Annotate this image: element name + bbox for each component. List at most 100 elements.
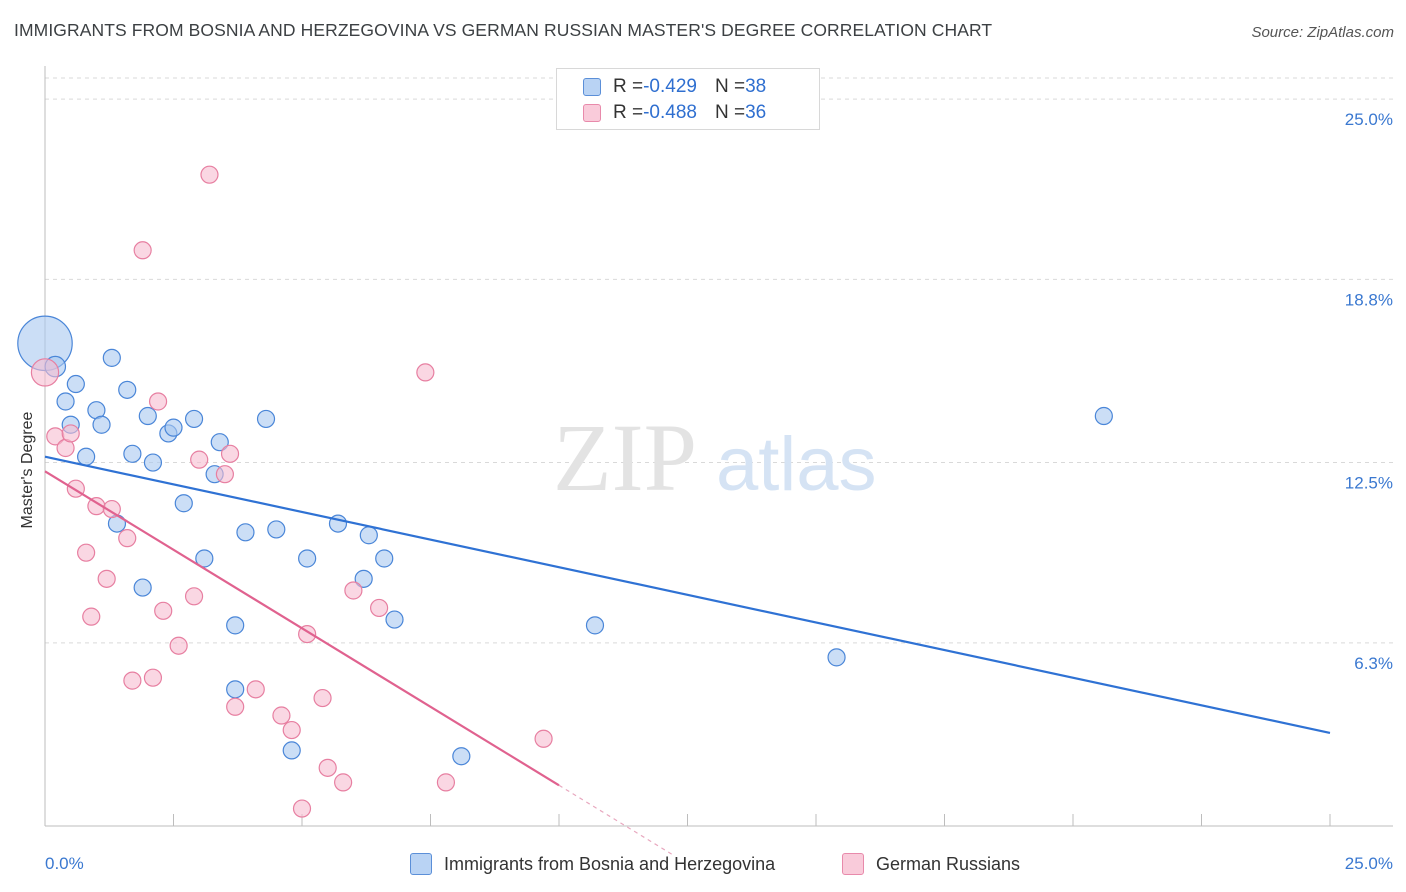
point-german-russian [246, 680, 265, 699]
point-bosnia [585, 616, 605, 635]
point-german-russian [334, 773, 353, 792]
point-german-russian [272, 706, 291, 725]
point-bosnia [174, 494, 193, 513]
point-german-russian [313, 688, 332, 708]
legend-r-label: R = [613, 76, 644, 97]
point-german-russian [148, 392, 168, 411]
point-german-russian [118, 529, 137, 548]
point-german-russian [534, 729, 553, 748]
point-german-russian [190, 450, 209, 469]
bottom-legend-bosnia: Immigrants from Bosnia and Herzegovina [410, 852, 775, 876]
point-bosnia [56, 392, 75, 411]
y-tick-label: 6.3% [1354, 654, 1393, 673]
gridlines [45, 77, 1393, 644]
point-german-russian [215, 465, 234, 484]
axes [44, 66, 1393, 827]
legend-r-value: -0.488 [643, 102, 697, 123]
point-german-russian [416, 363, 435, 382]
point-german-russian [220, 444, 240, 463]
legend-n-value: 38 [745, 76, 767, 97]
legend-swatch-pink [583, 104, 601, 122]
point-bosnia [77, 447, 96, 466]
point-bosnia [1094, 406, 1113, 426]
series-german-russian-points [30, 165, 553, 818]
point-bosnia [102, 348, 121, 367]
trend-line-german-russians-extension [558, 784, 673, 855]
legend-row-bosnia: R = -0.429 N = 38 [583, 74, 766, 100]
point-german-russian [154, 601, 173, 620]
point-bosnia [452, 747, 471, 766]
point-bosnia [827, 648, 846, 667]
point-bosnia [123, 444, 142, 463]
point-german-russian [226, 697, 245, 716]
series-bosnia-points [17, 315, 1113, 766]
point-bosnia [359, 526, 378, 545]
trend-line-bosnia [44, 455, 1331, 735]
legend-n-value: 36 [745, 102, 767, 123]
point-bosnia [92, 415, 111, 434]
point-german-russian [318, 758, 337, 777]
legend-row-german-russians: R = -0.488 N = 36 [583, 100, 766, 126]
point-bosnia [184, 409, 204, 429]
legend-r-label: R = [613, 102, 644, 123]
point-bosnia [138, 406, 157, 426]
point-bosnia [226, 680, 245, 699]
trend-lines [44, 455, 1331, 855]
y-tick-label: 25.0% [1345, 110, 1393, 129]
point-bosnia [282, 741, 301, 760]
point-german-russian [200, 165, 219, 184]
point-german-russian [61, 424, 80, 443]
point-bosnia [143, 453, 163, 472]
point-german-russian [344, 581, 363, 600]
point-german-russian [143, 668, 163, 687]
point-bosnia [298, 549, 317, 568]
point-german-russian [292, 799, 312, 818]
bottom-legend-label-german-russians: German Russians [876, 853, 1021, 874]
point-bosnia [375, 549, 394, 568]
point-german-russian [97, 569, 116, 588]
point-german-russian [370, 598, 389, 618]
point-bosnia [256, 409, 276, 429]
point-bosnia [66, 374, 85, 394]
watermark: ZIP atlas [553, 404, 877, 511]
point-german-russian [102, 499, 121, 519]
bottom-legend-german-russians: German Russians [842, 852, 1020, 876]
point-bosnia [118, 380, 137, 399]
chart-title: IMMIGRANTS FROM BOSNIA AND HERZEGOVINA V… [14, 20, 993, 40]
point-german-russian [282, 720, 301, 740]
y-tick-label: 18.8% [1345, 290, 1393, 309]
point-bosnia [164, 418, 183, 437]
y-tick-label: 12.5% [1345, 474, 1393, 493]
legend-swatch-blue [583, 78, 601, 96]
x-tick-label: 0.0% [45, 854, 84, 873]
x-tick-label: 25.0% [1345, 854, 1393, 873]
point-bosnia [195, 549, 214, 568]
source-credit: Source: ZipAtlas.com [1251, 24, 1394, 41]
point-german-russian [123, 671, 142, 690]
point-bosnia [385, 610, 404, 629]
legend-n-label: N = [714, 76, 746, 97]
point-bosnia [210, 433, 229, 452]
point-german-russian [133, 241, 152, 260]
point-german-russian [77, 543, 96, 562]
bottom-legend-label-bosnia: Immigrants from Bosnia and Herzegovina [444, 853, 776, 874]
point-german-russian [184, 587, 204, 606]
point-bosnia [354, 569, 373, 588]
legend-r-value: -0.429 [643, 76, 697, 97]
point-bosnia [236, 523, 255, 542]
point-bosnia [226, 616, 245, 635]
watermark-atlas: atlas [716, 422, 877, 507]
point-german-russian [169, 636, 188, 655]
point-bosnia [133, 578, 152, 597]
watermark-zip: ZIP [553, 404, 697, 511]
point-german-russian [30, 358, 60, 387]
legend-n-label: N = [714, 102, 746, 123]
trend-line-german-russians [44, 470, 560, 787]
point-german-russian [436, 773, 456, 792]
bottom-legend-swatch-blue [410, 853, 432, 875]
bottom-legend-swatch-pink [842, 853, 864, 875]
point-german-russian [82, 607, 101, 626]
tick-labels: 25.0% 18.8% 12.5% 6.3% 0.0% 25.0% [45, 110, 1393, 873]
correlation-legend: R = -0.429 N = 38 R = -0.488 N = 36 [556, 68, 820, 130]
